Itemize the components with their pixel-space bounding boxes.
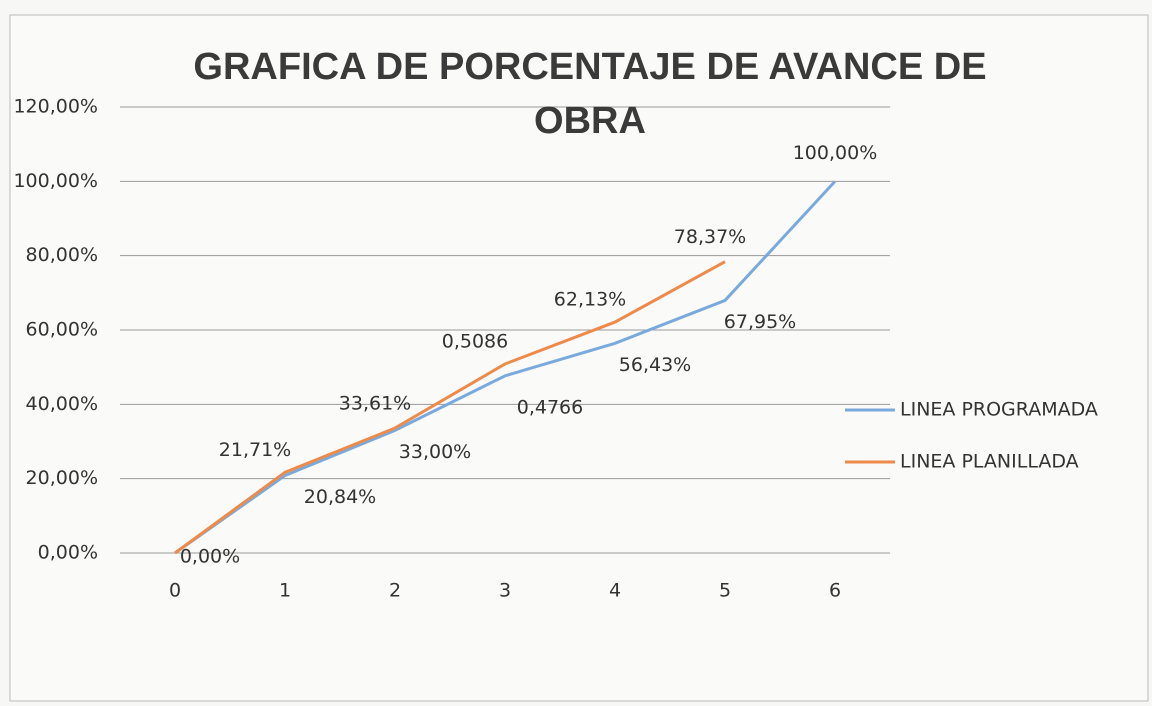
x-tick-label: 5 [719,580,731,602]
y-tick-label: 60,00% [26,319,98,341]
y-tick-label: 120,00% [13,96,98,118]
x-tick-label: 1 [279,580,291,602]
x-tick-label: 6 [829,580,841,602]
data-label: 0,00% [180,546,240,568]
x-tick-label: 4 [609,580,621,602]
series-line [174,180,837,555]
data-label: 33,61% [339,393,411,415]
data-label: 20,84% [304,486,376,508]
chart-frame [9,14,1149,702]
legend-label: LINEA PROGRAMADA [900,399,1098,421]
x-tick-label: 2 [389,580,401,602]
data-label: 56,43% [619,354,691,376]
y-tick-label: 40,00% [26,393,98,415]
chart-title: GRAFICA DE PORCENTAJE DE AVANCE DE OBRA [193,46,987,142]
data-label: 78,37% [674,226,746,248]
x-tick-label: 3 [499,580,511,602]
y-tick-label: 20,00% [26,467,98,489]
series-line [174,260,726,555]
data-label: 0,4766 [517,396,583,418]
y-tick-label: 80,00% [26,244,98,266]
legend-label: LINEA PLANILLADA [900,451,1079,473]
y-tick-label: 0,00% [38,542,98,564]
data-label: 33,00% [399,441,471,463]
data-label: 0,5086 [442,330,508,352]
y-tick-label: 100,00% [13,170,98,192]
data-label: 21,71% [219,439,291,461]
data-label: 100,00% [793,142,878,164]
data-label: 67,95% [724,311,796,333]
x-tick-label: 0 [169,580,181,602]
data-label: 62,13% [554,289,626,311]
